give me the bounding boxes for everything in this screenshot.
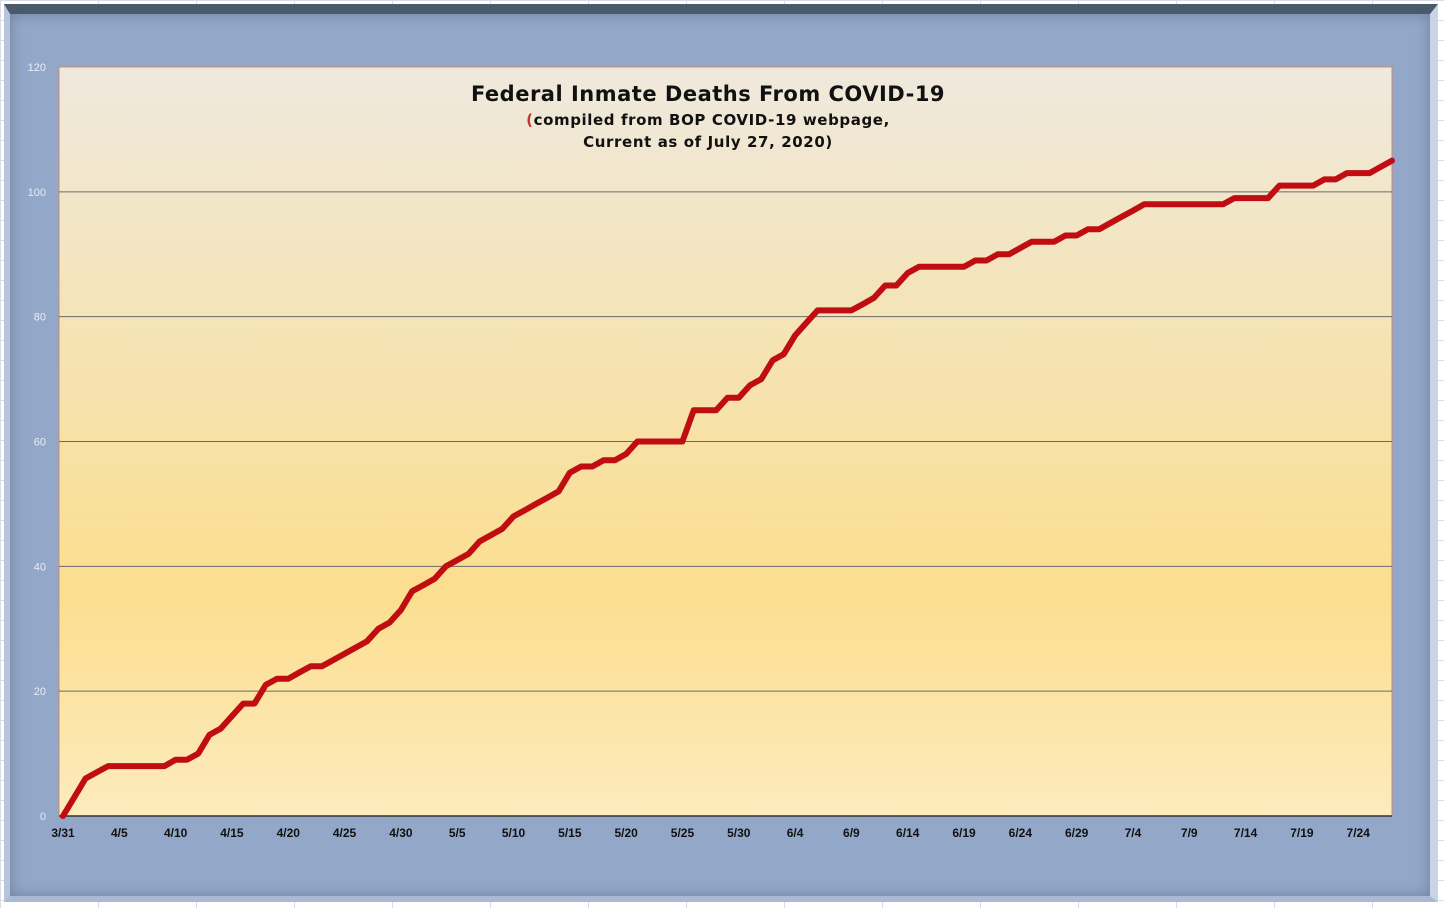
y-tick-label: 60 <box>34 437 46 449</box>
y-tick-label: 80 <box>34 312 46 324</box>
x-tick-label: 7/19 <box>1290 826 1314 840</box>
y-tick-label: 120 <box>28 62 46 74</box>
x-tick-label: 7/14 <box>1234 826 1258 840</box>
y-tick-label: 40 <box>34 561 46 573</box>
x-tick-label: 6/29 <box>1065 826 1089 840</box>
x-tick-label: 6/4 <box>787 826 804 840</box>
x-tick-label: 3/31 <box>51 826 75 840</box>
x-tick-label: 4/20 <box>277 826 301 840</box>
x-tick-label: 5/20 <box>614 826 638 840</box>
x-tick-label: 7/24 <box>1347 826 1371 840</box>
x-tick-label: 6/14 <box>896 826 920 840</box>
x-tick-label: 6/19 <box>952 826 976 840</box>
x-tick-label: 4/5 <box>111 826 128 840</box>
x-tick-label: 4/25 <box>333 826 357 840</box>
chart-title: Federal Inmate Deaths From COVID-19 <box>471 82 945 106</box>
x-tick-label: 6/9 <box>843 826 860 840</box>
y-tick-label: 100 <box>28 187 46 199</box>
x-tick-label: 5/30 <box>727 826 751 840</box>
x-tick-label: 4/10 <box>164 826 188 840</box>
x-tick-label: 7/9 <box>1181 826 1198 840</box>
x-tick-label: 4/30 <box>389 826 413 840</box>
x-tick-label: 6/24 <box>1009 826 1033 840</box>
chart-subtitle-line2: Current as of July 27, 2020) <box>583 133 833 151</box>
series-line-deaths <box>60 157 1395 819</box>
x-tick-label: 7/4 <box>1125 826 1142 840</box>
x-tick-label: 5/15 <box>558 826 582 840</box>
x-tick-label: 5/25 <box>671 826 695 840</box>
y-tick-label: 20 <box>34 686 46 698</box>
x-tick-label: 5/10 <box>502 826 526 840</box>
y-tick-label: 0 <box>40 811 46 823</box>
chart-subtitle-line1: (compiled from BOP COVID-19 webpage, <box>526 111 890 129</box>
chart-subtitle-paren: ( <box>526 111 533 129</box>
x-tick-label: 4/15 <box>220 826 244 840</box>
x-tick-label: 5/5 <box>449 826 466 840</box>
chart-subtitle-text: compiled from BOP COVID-19 webpage, <box>534 111 890 129</box>
